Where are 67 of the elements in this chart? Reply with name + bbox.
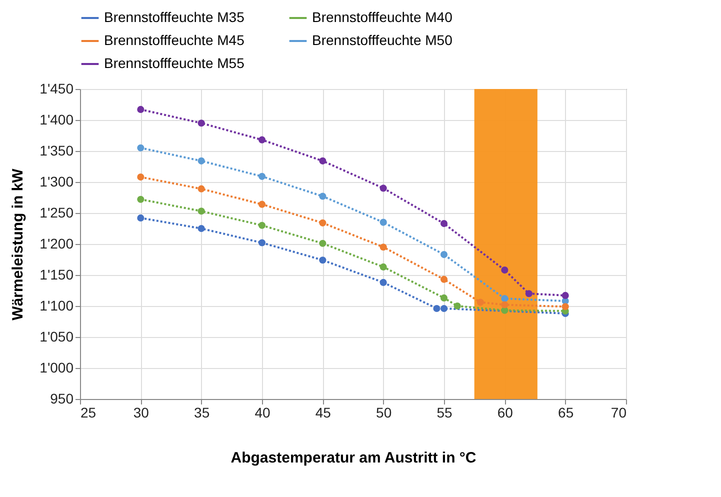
point bbox=[258, 222, 266, 229]
x-tick-label: 65 bbox=[558, 404, 574, 420]
legend-label: Brennstofffeuchte M40 bbox=[312, 9, 453, 25]
point bbox=[476, 298, 484, 306]
x-tick-label: 35 bbox=[194, 404, 210, 420]
point bbox=[433, 304, 440, 312]
x-tick-label: 60 bbox=[497, 404, 514, 420]
point bbox=[380, 184, 387, 192]
x-tick-label: 25 bbox=[80, 404, 96, 420]
y-tick-label: 1'250 bbox=[40, 204, 74, 220]
y-tick-label: 950 bbox=[50, 390, 74, 406]
point bbox=[258, 172, 266, 180]
x-tick-label: 40 bbox=[254, 404, 270, 420]
point bbox=[562, 292, 569, 299]
x-tick-label: 55 bbox=[436, 404, 452, 420]
point bbox=[525, 290, 532, 298]
point bbox=[440, 304, 448, 312]
point bbox=[137, 106, 144, 113]
y-tick-label: 1'150 bbox=[40, 266, 74, 282]
y-tick-label: 1'350 bbox=[40, 142, 74, 158]
y-tick-label: 1'000 bbox=[40, 360, 74, 376]
point bbox=[319, 240, 326, 247]
point bbox=[137, 174, 144, 181]
point bbox=[198, 120, 205, 127]
point bbox=[380, 263, 387, 270]
y-tick-label: 1'300 bbox=[40, 174, 74, 190]
point bbox=[319, 157, 326, 164]
point bbox=[258, 136, 266, 144]
point bbox=[440, 294, 448, 302]
point bbox=[258, 239, 266, 246]
point bbox=[440, 276, 448, 283]
point bbox=[319, 256, 326, 264]
point bbox=[198, 208, 205, 215]
y-tick-label: 1'100 bbox=[40, 298, 74, 314]
point bbox=[319, 219, 326, 226]
point bbox=[440, 251, 448, 258]
point bbox=[380, 244, 387, 251]
point bbox=[501, 266, 508, 274]
point bbox=[198, 224, 205, 232]
y-axis-title: Wärmeleistung in kW bbox=[10, 168, 27, 320]
legend-label: Brennstofffeuchte M45 bbox=[104, 32, 245, 48]
x-tick-label: 30 bbox=[133, 404, 150, 420]
point bbox=[454, 302, 461, 310]
point bbox=[137, 144, 144, 152]
point bbox=[137, 214, 144, 222]
point bbox=[501, 301, 508, 308]
y-tick-label: 1'050 bbox=[40, 328, 74, 344]
y-tick-label: 1'450 bbox=[40, 80, 74, 96]
point bbox=[380, 278, 387, 286]
legend-label: Brennstofffeuchte M55 bbox=[104, 55, 245, 71]
point bbox=[198, 185, 205, 192]
x-tick-label: 50 bbox=[376, 404, 392, 420]
x-tick-label: 70 bbox=[610, 404, 627, 420]
y-tick-label: 1'400 bbox=[40, 112, 74, 128]
point bbox=[501, 295, 508, 302]
point bbox=[440, 220, 448, 228]
point bbox=[198, 157, 205, 164]
y-tick-label: 1'200 bbox=[40, 236, 74, 252]
point bbox=[319, 192, 326, 200]
point bbox=[258, 200, 266, 208]
x-tick-label: 45 bbox=[315, 404, 332, 420]
point bbox=[137, 196, 144, 203]
point bbox=[380, 218, 387, 226]
x-axis-title: Abgastemperatur am Austritt in °C bbox=[230, 450, 476, 466]
legend-label: Brennstofffeuchte M35 bbox=[104, 9, 245, 25]
point bbox=[562, 303, 569, 310]
legend-label: Brennstofffeuchte M50 bbox=[312, 32, 453, 48]
